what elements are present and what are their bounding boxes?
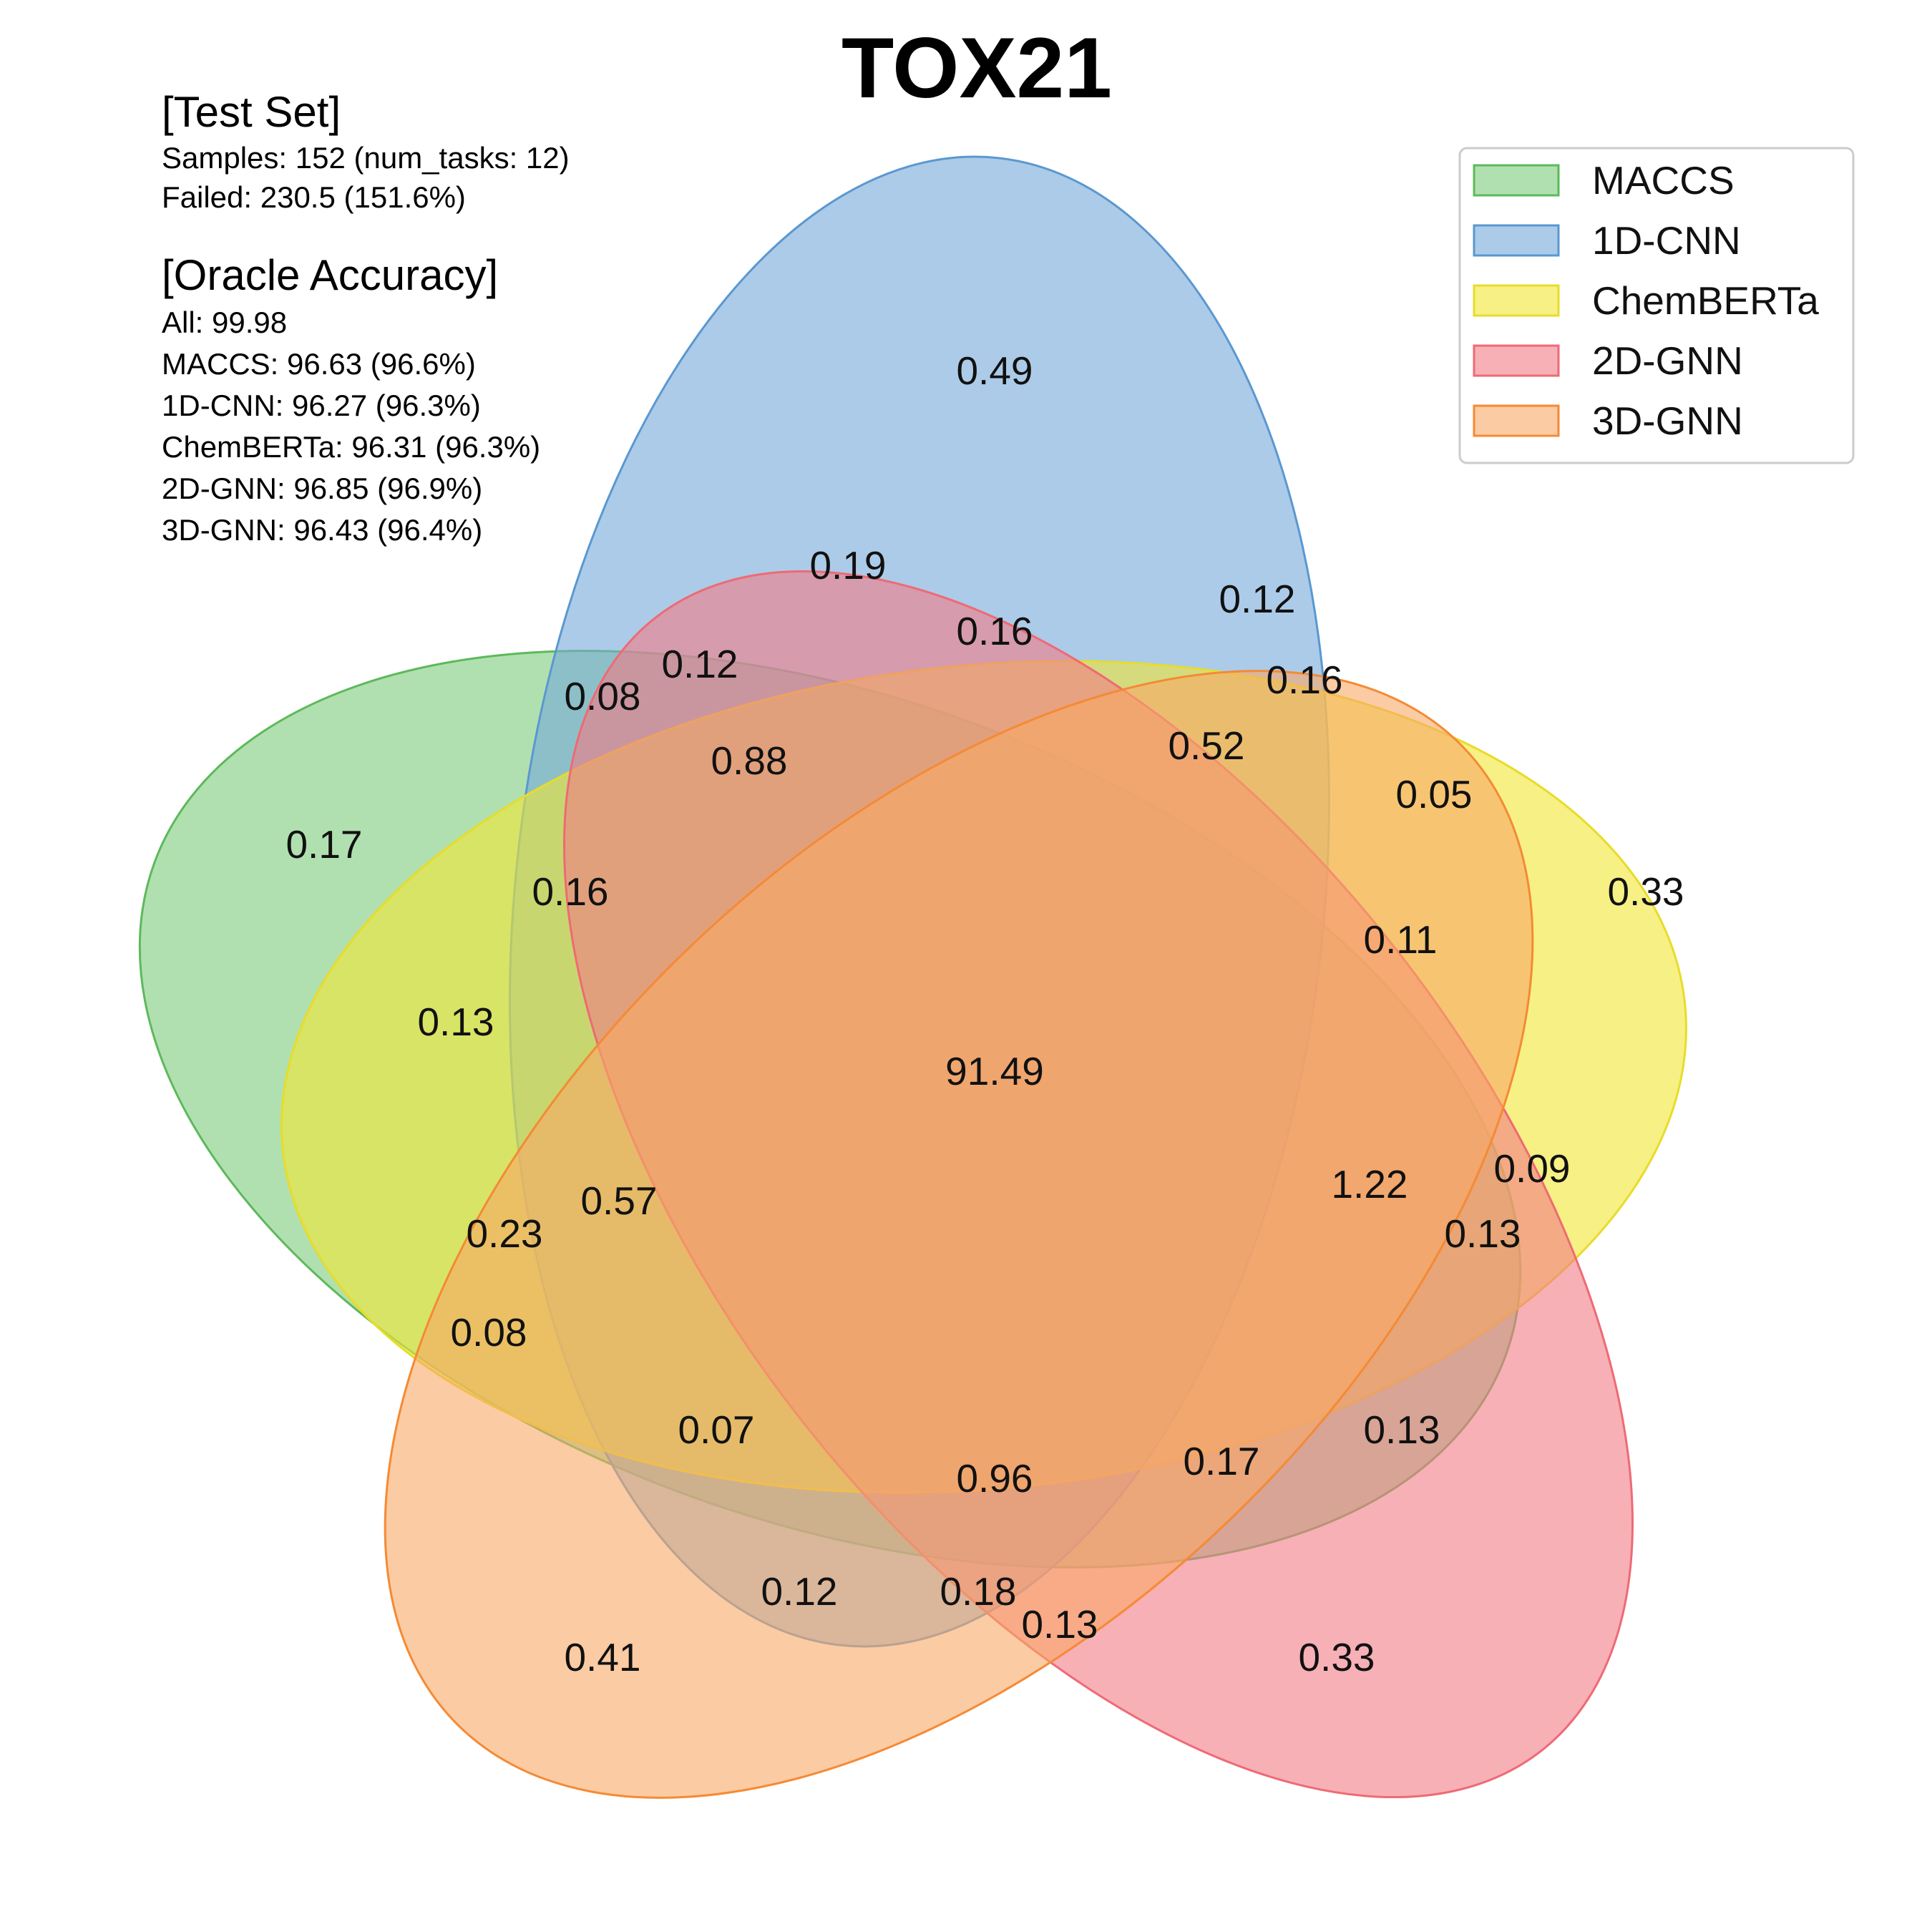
legend-label-maccs: MACCS (1592, 158, 1735, 203)
test-set-heading: [Test Set] (162, 88, 341, 136)
region-label: 0.12 (1219, 577, 1295, 621)
test-set-line: Failed: 230.5 (151.6%) (162, 180, 466, 214)
region-label: 0.41 (564, 1635, 640, 1679)
region-label: 0.88 (711, 738, 787, 783)
oracle-line: 2D-GNN: 96.85 (96.9%) (162, 472, 482, 505)
region-label: 0.52 (1168, 723, 1244, 768)
legend: MACCS 1D-CNN ChemBERTa 2D-GNN 3D-GNN (1458, 147, 1855, 464)
region-label: 0.08 (564, 674, 640, 718)
legend-swatch-maccs (1473, 164, 1560, 197)
region-label: 0.13 (1444, 1211, 1521, 1256)
oracle-line: 1D-CNN: 96.27 (96.3%) (162, 389, 481, 422)
petals (138, 155, 1687, 1799)
region-label: 0.19 (809, 543, 886, 587)
test-set-line: Samples: 152 (num_tasks: 12) (162, 141, 570, 175)
region-labels: 0.49 0.19 0.12 0.16 0.12 0.16 0.08 0.88 … (286, 348, 1684, 1679)
legend-swatch-2d-gnn (1473, 344, 1560, 377)
oracle-line: All: 99.98 (162, 306, 287, 339)
oracle-line: ChemBERTa: 96.31 (96.3%) (162, 430, 540, 464)
region-label: 0.16 (532, 869, 608, 914)
legend-swatch-3d-gnn (1473, 404, 1560, 437)
legend-label-1d-cnn: 1D-CNN (1592, 218, 1741, 263)
legend-label-chemberta: ChemBERTa (1592, 278, 1819, 323)
oracle-heading: [Oracle Accuracy] (162, 251, 498, 299)
oracle-line: MACCS: 96.63 (96.6%) (162, 347, 476, 381)
region-label: 0.05 (1395, 772, 1472, 816)
region-label: 0.33 (1607, 869, 1684, 914)
region-label: 1.22 (1331, 1162, 1407, 1206)
legend-label-2d-gnn: 2D-GNN (1592, 338, 1743, 383)
region-label: 0.17 (1183, 1439, 1259, 1483)
legend-swatch-chemberta (1473, 284, 1560, 317)
region-label: 0.16 (956, 609, 1033, 653)
region-label: 0.12 (661, 642, 738, 686)
diagram-title: TOX21 (841, 20, 1112, 116)
legend-swatch-1d-cnn (1473, 224, 1560, 257)
region-label: 0.23 (466, 1211, 542, 1256)
region-label: 0.13 (417, 1000, 494, 1044)
region-label: 0.09 (1493, 1146, 1570, 1191)
oracle-line: 3D-GNN: 96.43 (96.4%) (162, 513, 482, 547)
info-block: [Test Set] Samples: 152 (num_tasks: 12) … (162, 88, 570, 547)
region-label: 0.49 (956, 348, 1033, 393)
region-label: 91.49 (945, 1049, 1044, 1093)
region-label: 0.16 (1266, 658, 1342, 702)
region-label: 0.07 (678, 1407, 754, 1452)
legend-label-3d-gnn: 3D-GNN (1592, 399, 1743, 443)
region-label: 0.96 (956, 1456, 1033, 1501)
region-label: 0.11 (1364, 917, 1438, 962)
region-label: 0.17 (286, 822, 362, 867)
region-label: 0.33 (1298, 1635, 1375, 1679)
region-label: 0.08 (450, 1310, 527, 1355)
region-label: 0.12 (761, 1569, 837, 1614)
region-label: 0.13 (1363, 1407, 1440, 1452)
region-label: 0.13 (1021, 1602, 1098, 1646)
region-label: 0.18 (940, 1569, 1016, 1614)
petal-3d-gnn (384, 670, 1534, 1799)
region-label: 0.57 (580, 1179, 657, 1223)
